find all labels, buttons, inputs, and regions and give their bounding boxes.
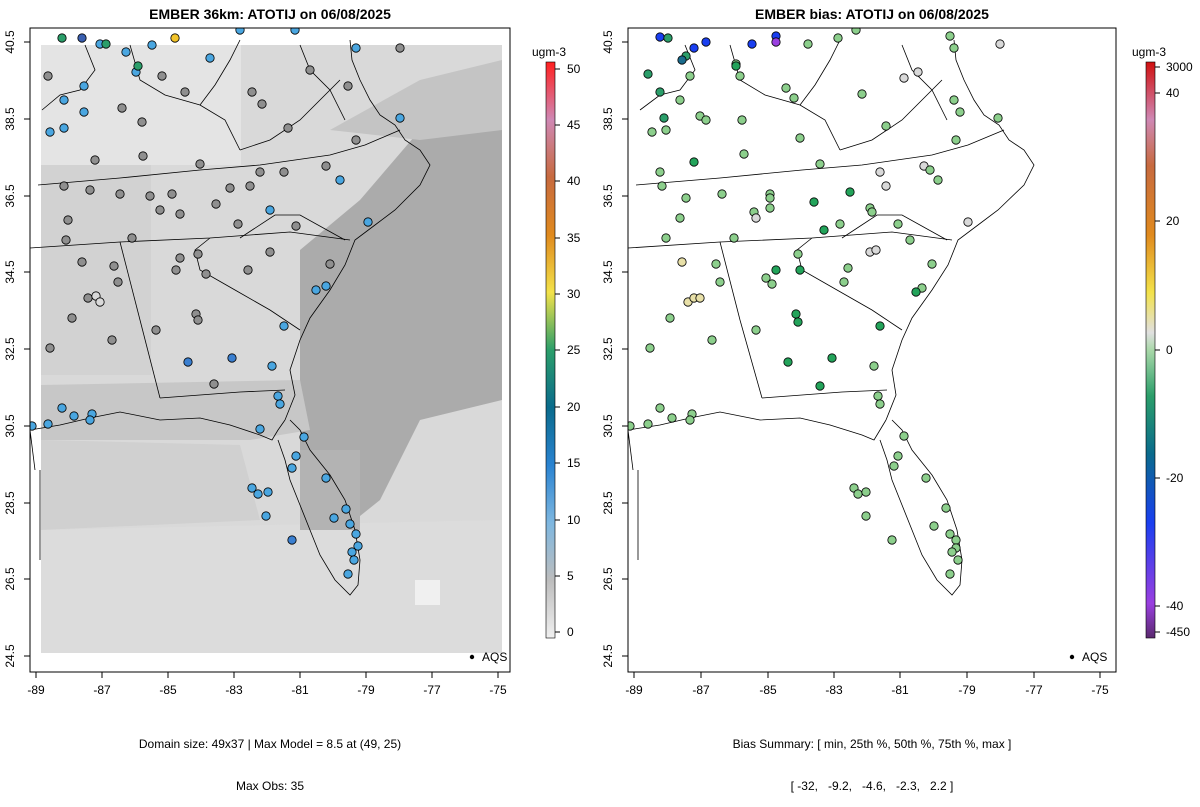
right-map-title: EMBER bias: ATOTIJ on 06/08/2025 [755, 6, 989, 22]
x-tick: -87 [93, 683, 111, 697]
colorbar-tick: -20 [1166, 471, 1184, 485]
bias-summary-values: [ -32, -9.2, -4.6, -2.3, 2.2 ] [790, 779, 954, 793]
colorbar-tick: 40 [1166, 86, 1180, 100]
colorbar-tick: 0 [1166, 343, 1173, 357]
y-tick: 32.5 [3, 337, 17, 361]
state-borders [30, 39, 431, 596]
x-tick: -83 [225, 683, 243, 697]
y-tick: 30.5 [3, 414, 17, 438]
y-tick: 40.5 [3, 30, 17, 54]
aqs-legend-dot [1069, 654, 1075, 660]
left-colorbar [545, 61, 556, 639]
y-tick: 28.5 [601, 491, 615, 515]
aqs-legend-dot [469, 654, 475, 660]
x-tick: -87 [692, 683, 710, 697]
colorbar-tick: 3000 [1166, 60, 1193, 74]
right-map-footer: Bias Summary: [ min, 25th %, 50th %, 75t… [628, 709, 1116, 807]
y-tick: 34.5 [3, 260, 17, 284]
x-tick: -79 [958, 683, 976, 697]
maps-figure: AQS -89 -87 -85 -83 -81 -79 -77 -75 24.5… [3, 27, 1193, 697]
left-legend-label: AQS [482, 650, 507, 664]
bias-summary-label: Bias Summary: [ min, 25th %, 50th %, 75t… [732, 737, 1012, 751]
aqs-observation-points [30, 28, 405, 579]
y-tick: 28.5 [3, 491, 17, 515]
x-tick: -75 [489, 683, 507, 697]
colorbar-tick: 20 [567, 400, 581, 414]
right-map-frame [627, 27, 1117, 673]
left-map-title: EMBER 36km: ATOTIJ on 06/08/2025 [149, 6, 391, 22]
left-map-panel: AQS -89 -87 -85 -83 -81 -79 -77 -75 24.5… [3, 27, 581, 697]
y-tick: 40.5 [601, 30, 615, 54]
left-map-frame [29, 27, 511, 673]
x-tick: -85 [159, 683, 177, 697]
x-tick: -83 [825, 683, 843, 697]
colorbar-tick: 5 [567, 569, 574, 583]
colorbar-tick: 50 [567, 62, 581, 76]
y-tick: 38.5 [601, 107, 615, 131]
y-tick: 38.5 [3, 107, 17, 131]
colorbar-tick: 35 [567, 231, 581, 245]
colorbar-tick: 40 [567, 174, 581, 188]
y-tick: 32.5 [601, 337, 615, 361]
state-borders [628, 39, 1035, 596]
colorbar-tick: 25 [567, 343, 581, 357]
y-tick: 26.5 [3, 567, 17, 591]
colorbar-tick: 45 [567, 118, 581, 132]
y-tick: 26.5 [601, 567, 615, 591]
colorbar-tick: 0 [567, 625, 574, 639]
y-tick: 24.5 [601, 644, 615, 668]
x-tick: -79 [357, 683, 375, 697]
x-tick: -75 [1091, 683, 1109, 697]
x-tick: -81 [291, 683, 309, 697]
domain-summary: Domain size: 49x37 | Max Model = 8.5 at … [138, 737, 402, 751]
left-map-footer: Domain size: 49x37 | Max Model = 8.5 at … [30, 709, 510, 807]
y-tick: 34.5 [601, 260, 615, 284]
x-tick: -85 [759, 683, 777, 697]
right-colorbar [1145, 61, 1156, 639]
bias-observation-points [628, 28, 1005, 579]
colorbar-tick: 20 [1166, 214, 1180, 228]
left-colorbar-unit: ugm-3 [532, 45, 566, 59]
y-tick: 36.5 [3, 184, 17, 208]
max-obs: Max Obs: 35 [235, 779, 305, 793]
y-tick: 30.5 [601, 414, 615, 438]
right-map-panel: AQS -89 -87 -85 -83 -81 -79 -77 -75 24.5… [601, 27, 1193, 697]
colorbar-tick: 30 [567, 287, 581, 301]
colorbar-tick: -40 [1166, 599, 1184, 613]
colorbar-tick: -450 [1166, 625, 1190, 639]
right-colorbar-unit: ugm-3 [1132, 45, 1166, 59]
colorbar-tick: 15 [567, 456, 581, 470]
colorbar-tick: 10 [567, 513, 581, 527]
x-tick: -77 [1025, 683, 1043, 697]
y-tick: 36.5 [601, 184, 615, 208]
x-tick: -89 [27, 683, 45, 697]
x-tick: -81 [891, 683, 909, 697]
right-legend-label: AQS [1082, 650, 1107, 664]
y-tick: 24.5 [3, 644, 17, 668]
x-tick: -89 [625, 683, 643, 697]
x-tick: -77 [423, 683, 441, 697]
